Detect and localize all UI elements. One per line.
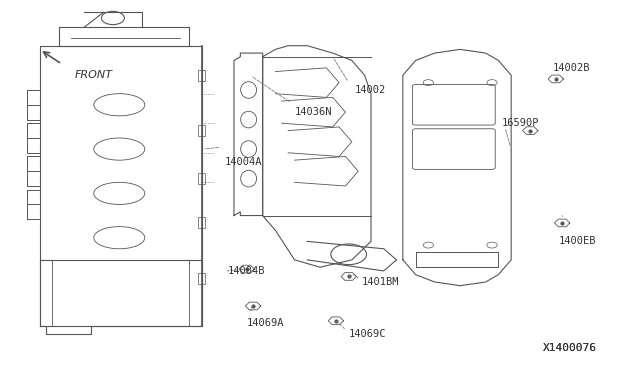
Text: 14004A: 14004A bbox=[225, 157, 262, 167]
Text: 14069C: 14069C bbox=[349, 329, 386, 339]
Text: FRONT: FRONT bbox=[75, 70, 113, 80]
Text: 1401BM: 1401BM bbox=[362, 277, 399, 287]
Text: 14002B: 14002B bbox=[552, 63, 590, 73]
Text: 14002: 14002 bbox=[355, 85, 387, 95]
Text: X1400076: X1400076 bbox=[543, 343, 597, 353]
Text: 14069A: 14069A bbox=[246, 318, 284, 328]
Text: 14036N: 14036N bbox=[294, 107, 332, 117]
Text: 16590P: 16590P bbox=[502, 118, 539, 128]
Text: 1400EB: 1400EB bbox=[559, 236, 596, 246]
Text: X1400076: X1400076 bbox=[543, 343, 597, 353]
Text: 14004B: 14004B bbox=[228, 266, 265, 276]
